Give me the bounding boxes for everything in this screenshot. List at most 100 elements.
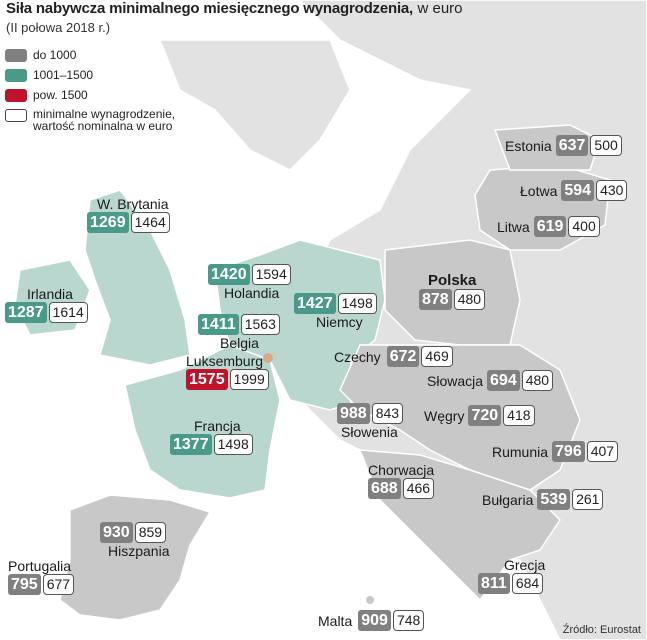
ppp-value: 694 <box>487 370 520 391</box>
ppp-value: 688 <box>368 478 401 499</box>
legend-label-nominal: minimalne wynagrodzenie, wartość nominal… <box>33 107 176 133</box>
legend-swatch-nominal <box>5 109 27 122</box>
ppp-value: 637 <box>555 135 589 156</box>
legend-label-mid: 1001–1500 <box>33 68 94 82</box>
country-name: Bułgaria <box>482 491 534 508</box>
country-name: Węgry <box>424 407 465 424</box>
ppp-value: 930 <box>100 522 133 543</box>
country-name: Luksemburg <box>186 353 264 369</box>
ppp-value: 594 <box>561 180 595 201</box>
country-name: Słowenia <box>341 424 398 440</box>
nominal-value: 1498 <box>213 434 253 455</box>
ppp-value: 1269 <box>87 212 129 233</box>
nominal-value: 1563 <box>240 314 280 335</box>
country-name: Polska <box>428 272 477 289</box>
map-title-unit: w euro <box>417 0 463 17</box>
land-malta <box>366 596 374 604</box>
country-name: Belgia <box>220 335 259 351</box>
country-name: Chorwacja <box>368 462 435 478</box>
country-francja: Francja 1377 1498 <box>170 418 253 455</box>
country-lotwa: Łotwa 594 430 <box>520 180 628 201</box>
nominal-value: 859 <box>134 522 167 543</box>
country-name: Litwa <box>497 218 530 235</box>
country-name: Łotwa <box>520 182 558 199</box>
ppp-value: 720 <box>468 405 502 426</box>
country-name: W. Brytania <box>97 196 169 212</box>
country-name: Grecja <box>504 557 546 573</box>
nominal-value: 261 <box>572 489 604 510</box>
ppp-value: 988 <box>337 403 370 424</box>
country-czechy: Czechy 672 469 <box>334 346 453 367</box>
country-belgia: 1411 1563 Belgia <box>198 314 280 351</box>
nominal-value: 748 <box>392 610 425 631</box>
nominal-value: 469 <box>421 346 453 367</box>
legend-swatch-low <box>5 49 27 62</box>
country-malta: Malta 909 748 <box>318 610 425 631</box>
legend-label-low: do 1000 <box>33 48 77 62</box>
country-holandia: 1420 1594 Holandia <box>208 264 291 301</box>
ppp-value: 539 <box>537 489 571 510</box>
country-grecja: Grecja 811 684 <box>478 557 545 594</box>
ppp-value: 1575 <box>186 369 228 390</box>
country-wbrytania: W. Brytania 1269 1464 <box>87 196 170 233</box>
ppp-value: 1377 <box>170 434 212 455</box>
nominal-value: 684 <box>511 573 544 594</box>
country-name: Czechy <box>334 348 381 365</box>
country-name: Niemcy <box>316 314 363 330</box>
legend-item-nominal: minimalne wynagrodzenie, wartość nominal… <box>5 108 175 138</box>
country-name: Rumunia <box>492 443 549 460</box>
ppp-value: 1420 <box>208 264 250 285</box>
country-niemcy: 1427 1498 Niemcy <box>294 293 377 330</box>
ppp-value: 811 <box>478 573 510 594</box>
legend-swatch-high <box>5 89 27 102</box>
country-name: Portugalia <box>8 558 72 574</box>
legend-item-low: do 1000 <box>5 48 175 68</box>
nominal-value: 418 <box>503 405 535 426</box>
country-portugalia: Portugalia 795 677 <box>8 558 75 595</box>
nominal-value: 843 <box>371 403 404 424</box>
country-rumunia: Rumunia 796 407 <box>492 441 619 462</box>
nominal-value: 677 <box>42 574 75 595</box>
title-block: Siła nabywcza minimalnego miesięcznego w… <box>6 0 463 35</box>
ppp-value: 909 <box>358 610 391 631</box>
country-name: Hiszpania <box>108 543 170 559</box>
nominal-value: 1464 <box>130 212 170 233</box>
country-luksemburg: Luksemburg 1575 1999 <box>186 353 269 390</box>
ppp-value: 1427 <box>294 293 336 314</box>
luxembourg-marker <box>263 353 273 363</box>
legend-item-mid: 1001–1500 <box>5 68 175 88</box>
ppp-value: 1287 <box>5 302 47 323</box>
country-slowacja: Słowacja 694 480 <box>427 370 554 391</box>
land-north-strip <box>158 39 351 171</box>
country-litwa: Litwa 619 400 <box>497 216 600 237</box>
country-hiszpania: 930 859 Hiszpania <box>100 522 169 559</box>
nominal-value: 1594 <box>251 264 291 285</box>
map-title: Siła nabywcza minimalnego miesięcznego w… <box>6 0 414 17</box>
legend-item-high: pow. 1500 <box>5 88 175 108</box>
source-note: Źródło: Eurostat <box>562 624 641 636</box>
country-wegry: Węgry 720 418 <box>424 405 535 426</box>
legend: do 1000 1001–1500 pow. 1500 minimalne wy… <box>5 48 175 138</box>
country-name: Holandia <box>224 285 280 301</box>
country-bulgaria: Bułgaria 539 261 <box>482 489 604 510</box>
nominal-value: 480 <box>453 289 486 310</box>
nominal-value: 400 <box>568 216 600 237</box>
country-name: Słowacja <box>427 372 484 389</box>
legend-swatch-mid <box>5 69 27 82</box>
ppp-value: 672 <box>386 346 420 367</box>
nominal-value: 466 <box>402 478 435 499</box>
country-slowenia: 988 843 Słowenia <box>337 403 404 440</box>
nominal-value: 430 <box>596 180 628 201</box>
country-name: Irlandia <box>27 286 73 302</box>
nominal-value: 1999 <box>229 369 269 390</box>
legend-label-high: pow. 1500 <box>33 88 88 102</box>
country-irlandia: Irlandia 1287 1614 <box>5 286 88 323</box>
country-name: Estonia <box>505 137 552 154</box>
map-subtitle: (II połowa 2018 r.) <box>6 20 111 35</box>
ppp-value: 795 <box>8 574 41 595</box>
ppp-value: 878 <box>419 289 452 310</box>
nominal-value: 1614 <box>48 302 88 323</box>
nominal-value: 407 <box>586 441 619 462</box>
ppp-value: 796 <box>552 441 585 462</box>
